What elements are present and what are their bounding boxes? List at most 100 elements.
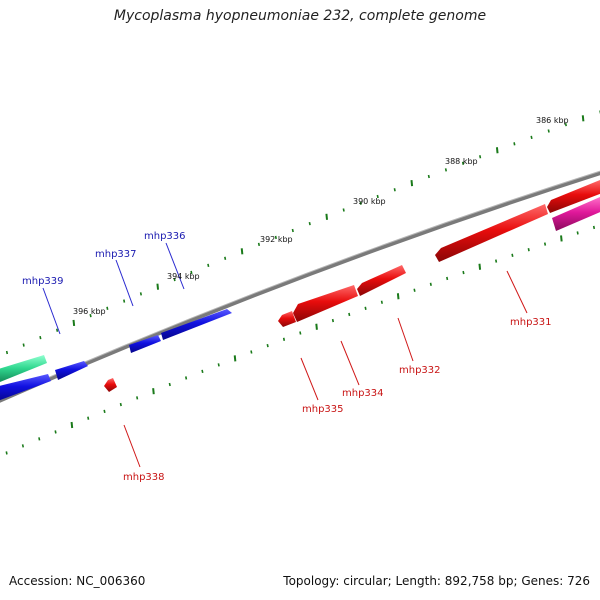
leader-mhp334: [340, 340, 360, 386]
forward-scale-tick: [190, 270, 193, 275]
forward-scale-tick: [444, 168, 448, 172]
reverse-scale-tick: [315, 323, 318, 330]
gene-label-mhp337[interactable]: mhp337: [95, 249, 137, 260]
gene-label-mhp335[interactable]: mhp335: [302, 404, 344, 415]
forward-scale-tick: [156, 283, 160, 290]
leader-mhp338: [123, 424, 141, 468]
reverse-scale-tick: [331, 318, 335, 323]
forward-scale-tick: [224, 256, 227, 260]
gene-arrow-mhp332[interactable]: [357, 265, 406, 296]
reverse-scale-tick: [233, 355, 237, 362]
scale-label-386: 386 kbp: [536, 116, 569, 125]
forward-scale-tick: [461, 161, 465, 165]
forward-scale-tick: [513, 142, 516, 146]
forward-scale-tick: [139, 292, 143, 296]
reverse-scale-tick: [103, 409, 106, 414]
map-title: Mycoplasma hyopneumoniae 232, complete g…: [113, 8, 487, 24]
gene-arrow-mhp337[interactable]: [129, 335, 161, 353]
forward-scale-tick: [106, 306, 109, 310]
forward-scale-tick: [5, 350, 9, 355]
leader-mhp335: [300, 357, 319, 401]
forward-scale-tick: [257, 242, 261, 247]
scale-label-388: 388 kbp: [445, 157, 478, 166]
forward-scale-tick: [547, 129, 550, 133]
reverse-scale-tick: [299, 331, 302, 335]
forward-scale-ticks: [5, 110, 600, 355]
reverse-scale-tick: [168, 382, 171, 387]
reverse-scale-tick: [413, 288, 416, 292]
gene-label-mhp331[interactable]: mhp331: [510, 317, 552, 328]
reverse-scale-tick: [282, 337, 286, 341]
forward-scale-tick: [530, 135, 533, 140]
reverse-scale-tick: [5, 451, 8, 455]
reverse-scale-tick: [380, 300, 383, 304]
forward-scale-tick: [427, 174, 430, 179]
reverse-scale-tick: [592, 225, 596, 230]
reverse-scale-tick: [348, 312, 351, 317]
forward-scale-tick: [291, 228, 294, 233]
forward-scale-tick: [240, 248, 244, 255]
forward-scale-tick: [325, 213, 329, 220]
reverse-scale-tick: [38, 437, 41, 441]
reverse-scale-tick: [429, 282, 432, 286]
reverse-scale-tick: [152, 388, 155, 395]
forward-scale-tick: [207, 263, 210, 268]
gene-arrow-mhp338[interactable]: [104, 378, 117, 392]
reverse-scale-tick: [250, 350, 253, 354]
gene-arrow-mhp334[interactable]: [293, 285, 358, 322]
forward-scale-tick: [72, 319, 76, 327]
scale-label-392: 392 kbp: [260, 235, 293, 244]
reverse-scale-tick: [478, 263, 482, 270]
reverse-scale-tick: [70, 421, 74, 429]
scale-label-394: 394 kbp: [167, 272, 200, 281]
gene-arrow-other-right[interactable]: [552, 197, 600, 231]
reverse-scale-tick: [576, 231, 579, 235]
reverse-scale-tick: [201, 369, 204, 374]
forward-scale-tick: [89, 313, 92, 318]
reverse-scale-tick: [21, 444, 25, 448]
reverse-scale-tick: [185, 376, 188, 380]
gene-label-mhp338[interactable]: mhp338: [123, 472, 165, 483]
genome-stats-text: Topology: circular; Length: 892,758 bp; …: [283, 574, 590, 588]
gene-arrow-mhp336[interactable]: [161, 309, 232, 340]
forward-scale-tick: [479, 155, 482, 159]
gene-arrow-mhp335[interactable]: [278, 311, 296, 327]
reverse-scale-tick: [495, 259, 498, 263]
gene-arrow-mhp331[interactable]: [435, 204, 548, 262]
forward-scale-tick: [581, 115, 585, 122]
gene-arrow-forward-left[interactable]: [0, 374, 51, 402]
reverse-scale-tick: [462, 270, 465, 275]
gene-arrow-reverse-right[interactable]: [547, 180, 600, 213]
forward-scale-tick: [308, 221, 311, 226]
reverse-scale-tick: [396, 293, 400, 300]
forward-scale-tick: [495, 147, 499, 154]
forward-scale-tick: [393, 188, 396, 192]
leader-mhp337: [115, 259, 134, 307]
forward-scale-tick: [359, 201, 362, 205]
reverse-scale-tick: [136, 396, 139, 400]
gene-label-mhp334[interactable]: mhp334: [342, 388, 384, 399]
reverse-scale-tick: [560, 235, 563, 242]
reverse-scale-tick: [543, 242, 547, 246]
leader-mhp339: [42, 287, 61, 335]
forward-scale-tick: [410, 180, 414, 187]
accession-text: Accession: NC_006360: [9, 574, 146, 588]
leader-mhp336: [165, 242, 185, 290]
forward-scale-tick: [564, 122, 567, 127]
forward-scale-tick: [123, 299, 126, 303]
forward-scale-tick: [173, 277, 176, 282]
reverse-scale-tick: [364, 306, 367, 310]
gene-label-mhp336[interactable]: mhp336: [144, 231, 186, 242]
gene-label-mhp339[interactable]: mhp339: [22, 276, 64, 287]
forward-scale-tick: [376, 194, 379, 199]
forward-scale-tick: [56, 328, 59, 332]
reverse-scale-tick: [527, 248, 530, 252]
gene-label-mhp332[interactable]: mhp332: [399, 365, 441, 376]
genome-backbone: [0, 171, 600, 403]
leader-mhp332: [397, 317, 414, 362]
reverse-scale-tick: [446, 276, 449, 281]
reverse-scale-tick: [511, 253, 514, 257]
gene-arrow-rna-left[interactable]: [0, 355, 47, 384]
gene-arrow-mhp339[interactable]: [55, 361, 88, 380]
